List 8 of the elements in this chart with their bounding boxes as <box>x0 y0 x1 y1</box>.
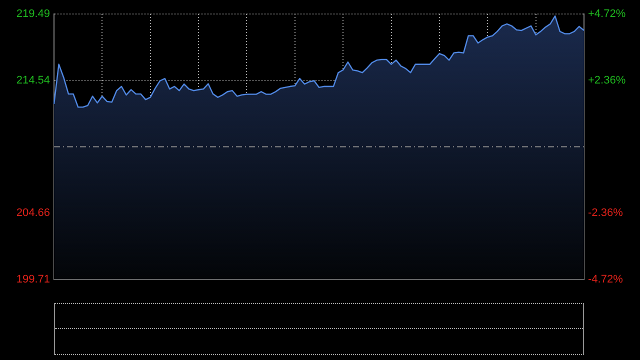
y-tick-label: 204.66 <box>16 207 50 220</box>
y2-tick-label: +4.72% <box>588 8 626 20</box>
y2-tick-label: -2.36% <box>588 207 624 220</box>
y-tick-label: 219.49 <box>16 8 50 20</box>
y2-tick-label: -4.72% <box>588 273 624 286</box>
y2-tick-label: +2.36% <box>588 74 626 86</box>
y-tick-label: 199.71 <box>16 273 50 286</box>
y-tick-label: 214.54 <box>16 74 50 86</box>
